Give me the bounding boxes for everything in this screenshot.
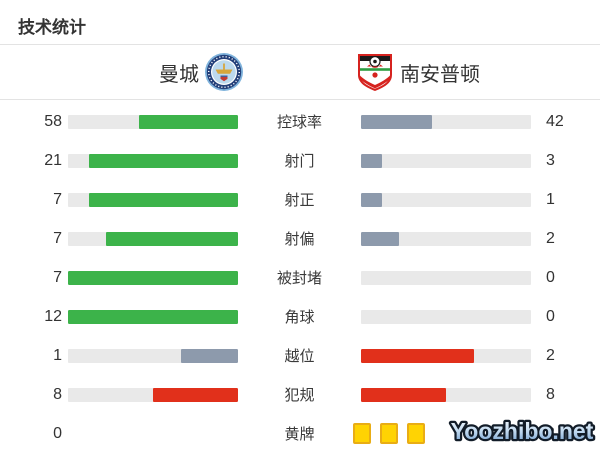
home-value: 8: [53, 385, 62, 403]
stat-row-shots-on-target: 7 射正 1: [0, 180, 600, 219]
away-value: 2: [546, 346, 555, 364]
stat-label: 射正: [284, 192, 315, 209]
home-value: 7: [53, 268, 62, 286]
home-bar-empty: [68, 427, 238, 441]
yellow-card-icon: [407, 423, 425, 444]
away-team-name: 南安普顿: [400, 63, 480, 86]
title-bar: 技术统计: [0, 0, 600, 45]
home-bar: [68, 387, 238, 402]
stat-row-corners: 12 角球 0: [0, 297, 600, 336]
away-bar: [361, 153, 531, 168]
home-bar-fill: [181, 348, 238, 363]
home-bar-fill: [89, 153, 238, 168]
stat-row-shots: 21 射门 3: [0, 141, 600, 180]
home-bar-fill: [68, 270, 238, 285]
southampton-badge-icon: [358, 54, 392, 91]
stat-row-shots-off-target: 7 射偏 2: [0, 219, 600, 258]
stat-row-blocked: 7 被封堵 0: [0, 258, 600, 297]
stats-panel: 58 控球率 42 21 射门 3 7 射正 1 7 射偏 2 7 被封堵 0 …: [0, 100, 600, 453]
away-value: 2: [546, 229, 555, 247]
stat-label: 角球: [284, 309, 315, 326]
home-team-header: 曼城: [0, 53, 295, 91]
home-bar: [68, 192, 238, 207]
away-bar: [361, 231, 531, 246]
home-bar-fill: [153, 387, 238, 402]
away-yellow-cards: [353, 423, 531, 444]
home-bar-fill: [105, 231, 238, 246]
yellow-card-icon: [380, 423, 398, 444]
away-bar: [361, 114, 531, 129]
away-value: 0: [546, 307, 555, 325]
home-bar-fill: [89, 192, 238, 207]
stat-label: 被封堵: [276, 270, 322, 287]
home-bar: [68, 231, 238, 246]
away-bar: [361, 348, 531, 363]
man-city-badge-icon: [205, 53, 243, 91]
away-bar-fill: [361, 153, 383, 168]
home-value: 1: [53, 346, 62, 364]
away-value: 3: [546, 151, 555, 169]
home-bar-fill: [139, 114, 238, 129]
stat-row-possession: 58 控球率 42: [0, 102, 600, 141]
home-value: 21: [44, 151, 62, 169]
home-value: 58: [44, 112, 62, 130]
home-value: 7: [53, 190, 62, 208]
stat-row-offsides: 1 越位 2: [0, 336, 600, 375]
home-bar: [68, 114, 238, 129]
stat-label: 犯规: [284, 387, 315, 404]
away-value: 0: [546, 268, 555, 286]
away-bar-fill: [361, 231, 399, 246]
home-value: 7: [53, 229, 62, 247]
away-bar: [361, 192, 531, 207]
stat-row-fouls: 8 犯规 8: [0, 375, 600, 414]
away-value: 3: [546, 424, 555, 442]
stat-label: 越位: [284, 348, 315, 365]
home-value: 12: [44, 307, 62, 325]
watermark-text: Yoozhibo.net: [451, 418, 594, 444]
stat-label: 射偏: [284, 231, 315, 248]
page-title: 技术统计: [18, 18, 86, 37]
away-bar: [361, 387, 531, 402]
stat-row-yellow-cards: 0 黄牌 3: [0, 414, 600, 453]
home-value: 0: [53, 424, 62, 442]
home-bar-fill: [68, 309, 238, 324]
away-bar-fill: [361, 348, 475, 363]
home-bar: [68, 153, 238, 168]
stat-label: 黄牌: [284, 426, 315, 443]
home-team-name: 曼城: [159, 63, 199, 86]
away-bar: [361, 309, 531, 324]
away-bar-fill: [361, 387, 446, 402]
away-bar-fill: [361, 114, 433, 129]
home-bar: [68, 309, 238, 324]
away-value: 1: [546, 190, 555, 208]
away-team-header: 南安普顿: [295, 52, 600, 92]
home-bar: [68, 270, 238, 285]
yoozhibo-watermark: Yoozhibo.net: [446, 415, 598, 452]
away-value: 8: [546, 385, 555, 403]
away-bar: [361, 270, 531, 285]
stat-label: 控球率: [276, 114, 322, 131]
away-value: 42: [546, 112, 564, 130]
team-header: 曼城 南安普顿: [0, 45, 600, 100]
home-bar: [68, 348, 238, 363]
yellow-card-icon: [353, 423, 371, 444]
away-bar-fill: [361, 192, 383, 207]
stat-label: 射门: [284, 153, 315, 170]
